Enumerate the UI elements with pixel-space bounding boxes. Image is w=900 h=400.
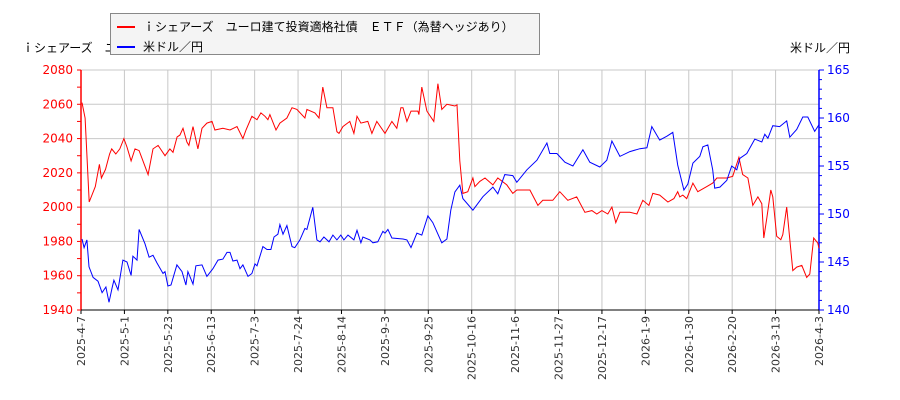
left-tick-label: 1980 (42, 234, 73, 248)
left-axis-title: ｉシェアーズ ユ (22, 41, 117, 55)
legend-label-etf: ｉシェアーズ ユーロ建て投資適格社債 ＥＴＦ（為替ヘッジあり） (143, 20, 514, 34)
x-tick-label: 2025-11-6 (509, 316, 522, 373)
series-line-etf (81, 83, 820, 279)
x-tick-label: 2026-1-9 (639, 316, 652, 366)
left-tick-label: 2040 (42, 132, 73, 146)
left-tick-label: 2000 (42, 200, 73, 214)
x-tick-label: 2025-7-24 (292, 316, 305, 373)
left-tick-label: 2060 (42, 97, 73, 111)
x-tick-label: 2025-9-3 (379, 316, 392, 366)
x-tick-label: 2025-11-27 (553, 316, 566, 380)
legend: ｉシェアーズ ユーロ建て投資適格社債 ＥＴＦ（為替ヘッジあり） 米ドル／円 (110, 13, 540, 55)
x-tick-label: 2025-7-3 (249, 316, 262, 366)
x-tick-label: 2025-5-23 (162, 316, 175, 373)
right-axis-title: 米ドル／円 (789, 41, 850, 55)
left-tick-label: 2080 (42, 63, 73, 77)
legend-label-usdjpy: 米ドル／円 (143, 40, 204, 54)
right-tick-label: 165 (827, 63, 850, 77)
x-tick-label: 2026-3-13 (770, 316, 783, 373)
left-tick-label: 2020 (42, 166, 73, 180)
x-tick-label: 2025-6-13 (205, 316, 218, 373)
right-tick-label: 150 (827, 207, 850, 221)
x-tick-label: 2025-5-1 (118, 316, 131, 366)
x-tick-label: 2026-4-3 (813, 316, 826, 366)
right-tick-label: 145 (827, 255, 850, 269)
left-tick-label: 1940 (42, 303, 73, 317)
left-tick-label: 1960 (42, 269, 73, 283)
x-tick-label: 2026-1-30 (683, 316, 696, 373)
x-tick-label: 2025-10-16 (466, 316, 479, 380)
x-tick-label: 2025-8-14 (335, 316, 348, 373)
legend-item-usdjpy: 米ドル／円 (117, 38, 203, 55)
right-tick-label: 160 (827, 111, 850, 125)
legend-swatch-blue (117, 45, 135, 48)
legend-item-etf: ｉシェアーズ ユーロ建て投資適格社債 ＥＴＦ（為替ヘッジあり） (117, 18, 514, 35)
x-tick-label: 2025-12-17 (596, 316, 609, 380)
right-tick-label: 155 (827, 159, 850, 173)
x-tick-label: 2026-2-20 (726, 316, 739, 373)
x-tick-label: 2025-4-7 (75, 316, 88, 366)
right-tick-label: 140 (827, 303, 850, 317)
series-line-usdjpy (81, 116, 820, 303)
x-tick-label: 2025-9-25 (422, 316, 435, 373)
legend-swatch-red (117, 25, 135, 28)
